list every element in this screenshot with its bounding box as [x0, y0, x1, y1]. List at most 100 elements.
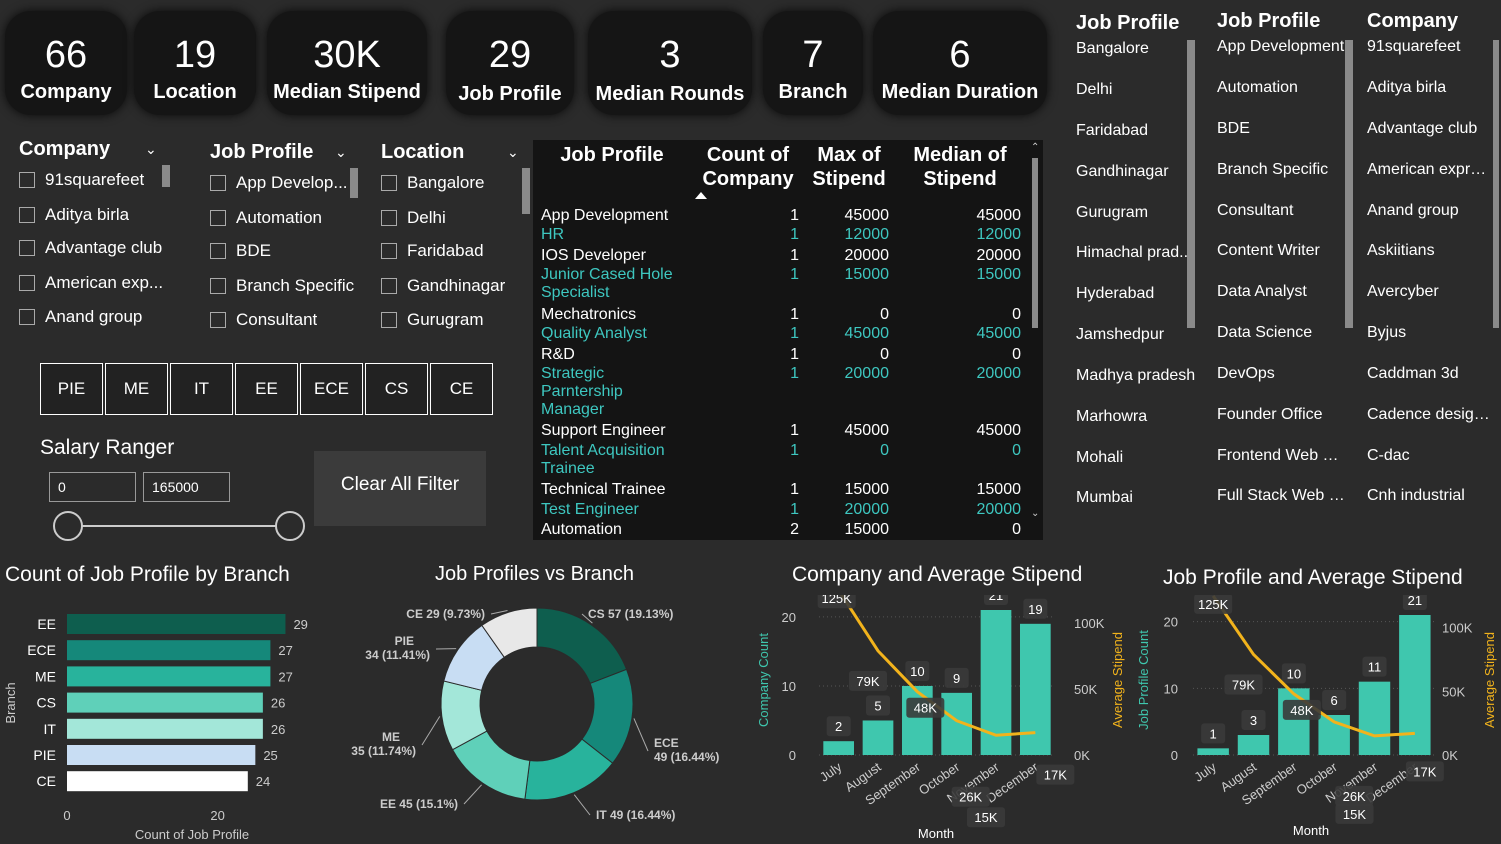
- slicer-item[interactable]: American exp...: [19, 270, 169, 296]
- scrollbar[interactable]: [162, 165, 170, 187]
- list-item[interactable]: Jamshedpur: [1076, 326, 1165, 343]
- salary-max-input[interactable]: 165000: [143, 472, 230, 502]
- list-item[interactable]: Automation: [1217, 79, 1298, 96]
- checkbox[interactable]: [19, 172, 35, 188]
- list-item[interactable]: Gurugram: [1076, 204, 1149, 221]
- slicer-item[interactable]: Bangalore: [381, 170, 521, 196]
- slicer-item[interactable]: Delhi: [381, 205, 521, 231]
- branch-donut-chart: CS 57 (19.13%) ECE 49 (16.44%) IT 49 (16.44…: [351, 607, 719, 822]
- list-item[interactable]: DevOps: [1217, 365, 1275, 382]
- salary-slider-min-handle[interactable]: [53, 511, 83, 541]
- slicer-item[interactable]: Automation: [210, 205, 350, 231]
- list-item[interactable]: Aditya birla: [1367, 79, 1447, 96]
- slicer-item[interactable]: Consultant: [210, 307, 350, 333]
- list-item[interactable]: Byjus: [1367, 324, 1407, 341]
- list-item[interactable]: C-dac: [1367, 447, 1410, 464]
- checkbox[interactable]: [19, 309, 35, 325]
- list-item[interactable]: Himachal prad...: [1076, 244, 1193, 261]
- list-item[interactable]: Data Analyst: [1217, 283, 1307, 300]
- salary-slider-track[interactable]: [68, 525, 290, 527]
- list-item[interactable]: Cadence design...: [1367, 406, 1495, 423]
- table-scrollbar-thumb[interactable]: [1032, 158, 1038, 328]
- chevron-up-icon[interactable]: ⌃: [1031, 142, 1040, 153]
- company-list-scrollbar[interactable]: [1493, 40, 1499, 328]
- table-header-count[interactable]: Count of Company: [702, 144, 794, 190]
- branch-button-it[interactable]: IT: [170, 363, 233, 415]
- table-header-job-profile[interactable]: Job Profile: [560, 144, 664, 166]
- list-item[interactable]: Avercyber: [1367, 283, 1439, 300]
- table-header-median[interactable]: Median of Stipend: [913, 144, 1007, 190]
- chevron-down-icon[interactable]: ⌄: [145, 141, 157, 157]
- checkbox[interactable]: [19, 207, 35, 223]
- list-item[interactable]: Consultant: [1217, 202, 1294, 219]
- branch-button-me[interactable]: ME: [105, 363, 168, 415]
- list-item[interactable]: Faridabad: [1076, 122, 1149, 139]
- list-item[interactable]: Caddman 3d: [1367, 365, 1459, 382]
- slicer-item[interactable]: Aditya birla: [19, 202, 169, 228]
- list-item[interactable]: Madhya pradesh: [1076, 367, 1196, 384]
- checkbox[interactable]: [381, 278, 397, 294]
- checkbox[interactable]: [381, 243, 397, 259]
- list-item[interactable]: 91squarefeet: [1367, 38, 1461, 55]
- job-profile-list-scrollbar[interactable]: [1345, 40, 1353, 328]
- branch-button-ce[interactable]: CE: [430, 363, 493, 415]
- list-item[interactable]: Mohali: [1076, 449, 1124, 466]
- slicer-item[interactable]: Gurugram: [381, 307, 521, 333]
- checkbox[interactable]: [19, 275, 35, 291]
- scrollbar[interactable]: [522, 168, 530, 214]
- checkbox[interactable]: [381, 312, 397, 328]
- checkbox[interactable]: [210, 243, 226, 259]
- checkbox[interactable]: [381, 210, 397, 226]
- checkbox[interactable]: [19, 240, 35, 256]
- scrollbar[interactable]: [350, 168, 358, 198]
- list-item[interactable]: Hyderabad: [1076, 285, 1155, 302]
- branch-button-ece[interactable]: ECE: [300, 363, 363, 415]
- list-item[interactable]: Data Science: [1217, 324, 1313, 341]
- slicer-item[interactable]: Gandhinagar: [381, 273, 521, 299]
- slicer-item[interactable]: Advantage club: [19, 235, 169, 261]
- list-item[interactable]: Full Stack Web D...: [1217, 487, 1345, 504]
- bar-data-label-bg: [1281, 663, 1306, 684]
- checkbox[interactable]: [210, 312, 226, 328]
- list-item[interactable]: Founder Office: [1217, 406, 1323, 423]
- slicer-item[interactable]: Anand group: [19, 304, 169, 330]
- slicer-item[interactable]: App Develop...: [210, 170, 350, 196]
- list-item[interactable]: Bangalore: [1076, 40, 1149, 57]
- chevron-down-icon[interactable]: ⌄: [1031, 508, 1040, 519]
- list-item[interactable]: Content Writer: [1217, 242, 1320, 259]
- checkbox[interactable]: [210, 278, 226, 294]
- branch-button-cs[interactable]: CS: [365, 363, 428, 415]
- chevron-down-icon[interactable]: ⌄: [335, 144, 347, 160]
- location-list-scrollbar[interactable]: [1187, 40, 1195, 328]
- slicer-item[interactable]: 91squarefeet: [19, 167, 169, 193]
- checkbox[interactable]: [210, 210, 226, 226]
- list-item[interactable]: Marhowra: [1076, 408, 1148, 425]
- chevron-down-icon[interactable]: ⌄: [507, 144, 519, 160]
- branch-button-ee[interactable]: EE: [235, 363, 298, 415]
- branch-button-pie[interactable]: PIE: [40, 363, 103, 415]
- checkbox[interactable]: [210, 175, 226, 191]
- list-item[interactable]: American express: [1367, 161, 1495, 178]
- slicer-item[interactable]: Faridabad: [381, 238, 521, 264]
- bar-data-label: 21: [1408, 595, 1422, 608]
- list-item[interactable]: Mumbai: [1076, 489, 1133, 506]
- clear-all-filter-button[interactable]: Clear All Filter: [314, 451, 486, 526]
- donut-leader-line: [490, 610, 508, 615]
- list-item[interactable]: BDE: [1217, 120, 1250, 137]
- list-item[interactable]: Delhi: [1076, 81, 1113, 98]
- list-item[interactable]: App Development: [1217, 38, 1345, 55]
- salary-min-input[interactable]: 0: [49, 472, 136, 502]
- salary-slider-max-handle[interactable]: [275, 511, 305, 541]
- slicer-item[interactable]: BDE: [210, 238, 350, 264]
- list-item[interactable]: Askiitians: [1367, 242, 1435, 259]
- list-item[interactable]: Anand group: [1367, 202, 1459, 219]
- slicer-item[interactable]: Branch Specific: [210, 273, 360, 299]
- list-item[interactable]: Cnh industrial: [1367, 487, 1465, 504]
- list-item[interactable]: Frontend Web D...: [1217, 447, 1345, 464]
- list-item[interactable]: Gandhinagar: [1076, 163, 1169, 180]
- line-data-label: 17K: [1044, 768, 1067, 783]
- list-item[interactable]: Advantage club: [1367, 120, 1478, 137]
- checkbox[interactable]: [381, 175, 397, 191]
- list-item[interactable]: Branch Specific: [1217, 161, 1329, 178]
- table-header-max[interactable]: Max of Stipend: [812, 144, 886, 190]
